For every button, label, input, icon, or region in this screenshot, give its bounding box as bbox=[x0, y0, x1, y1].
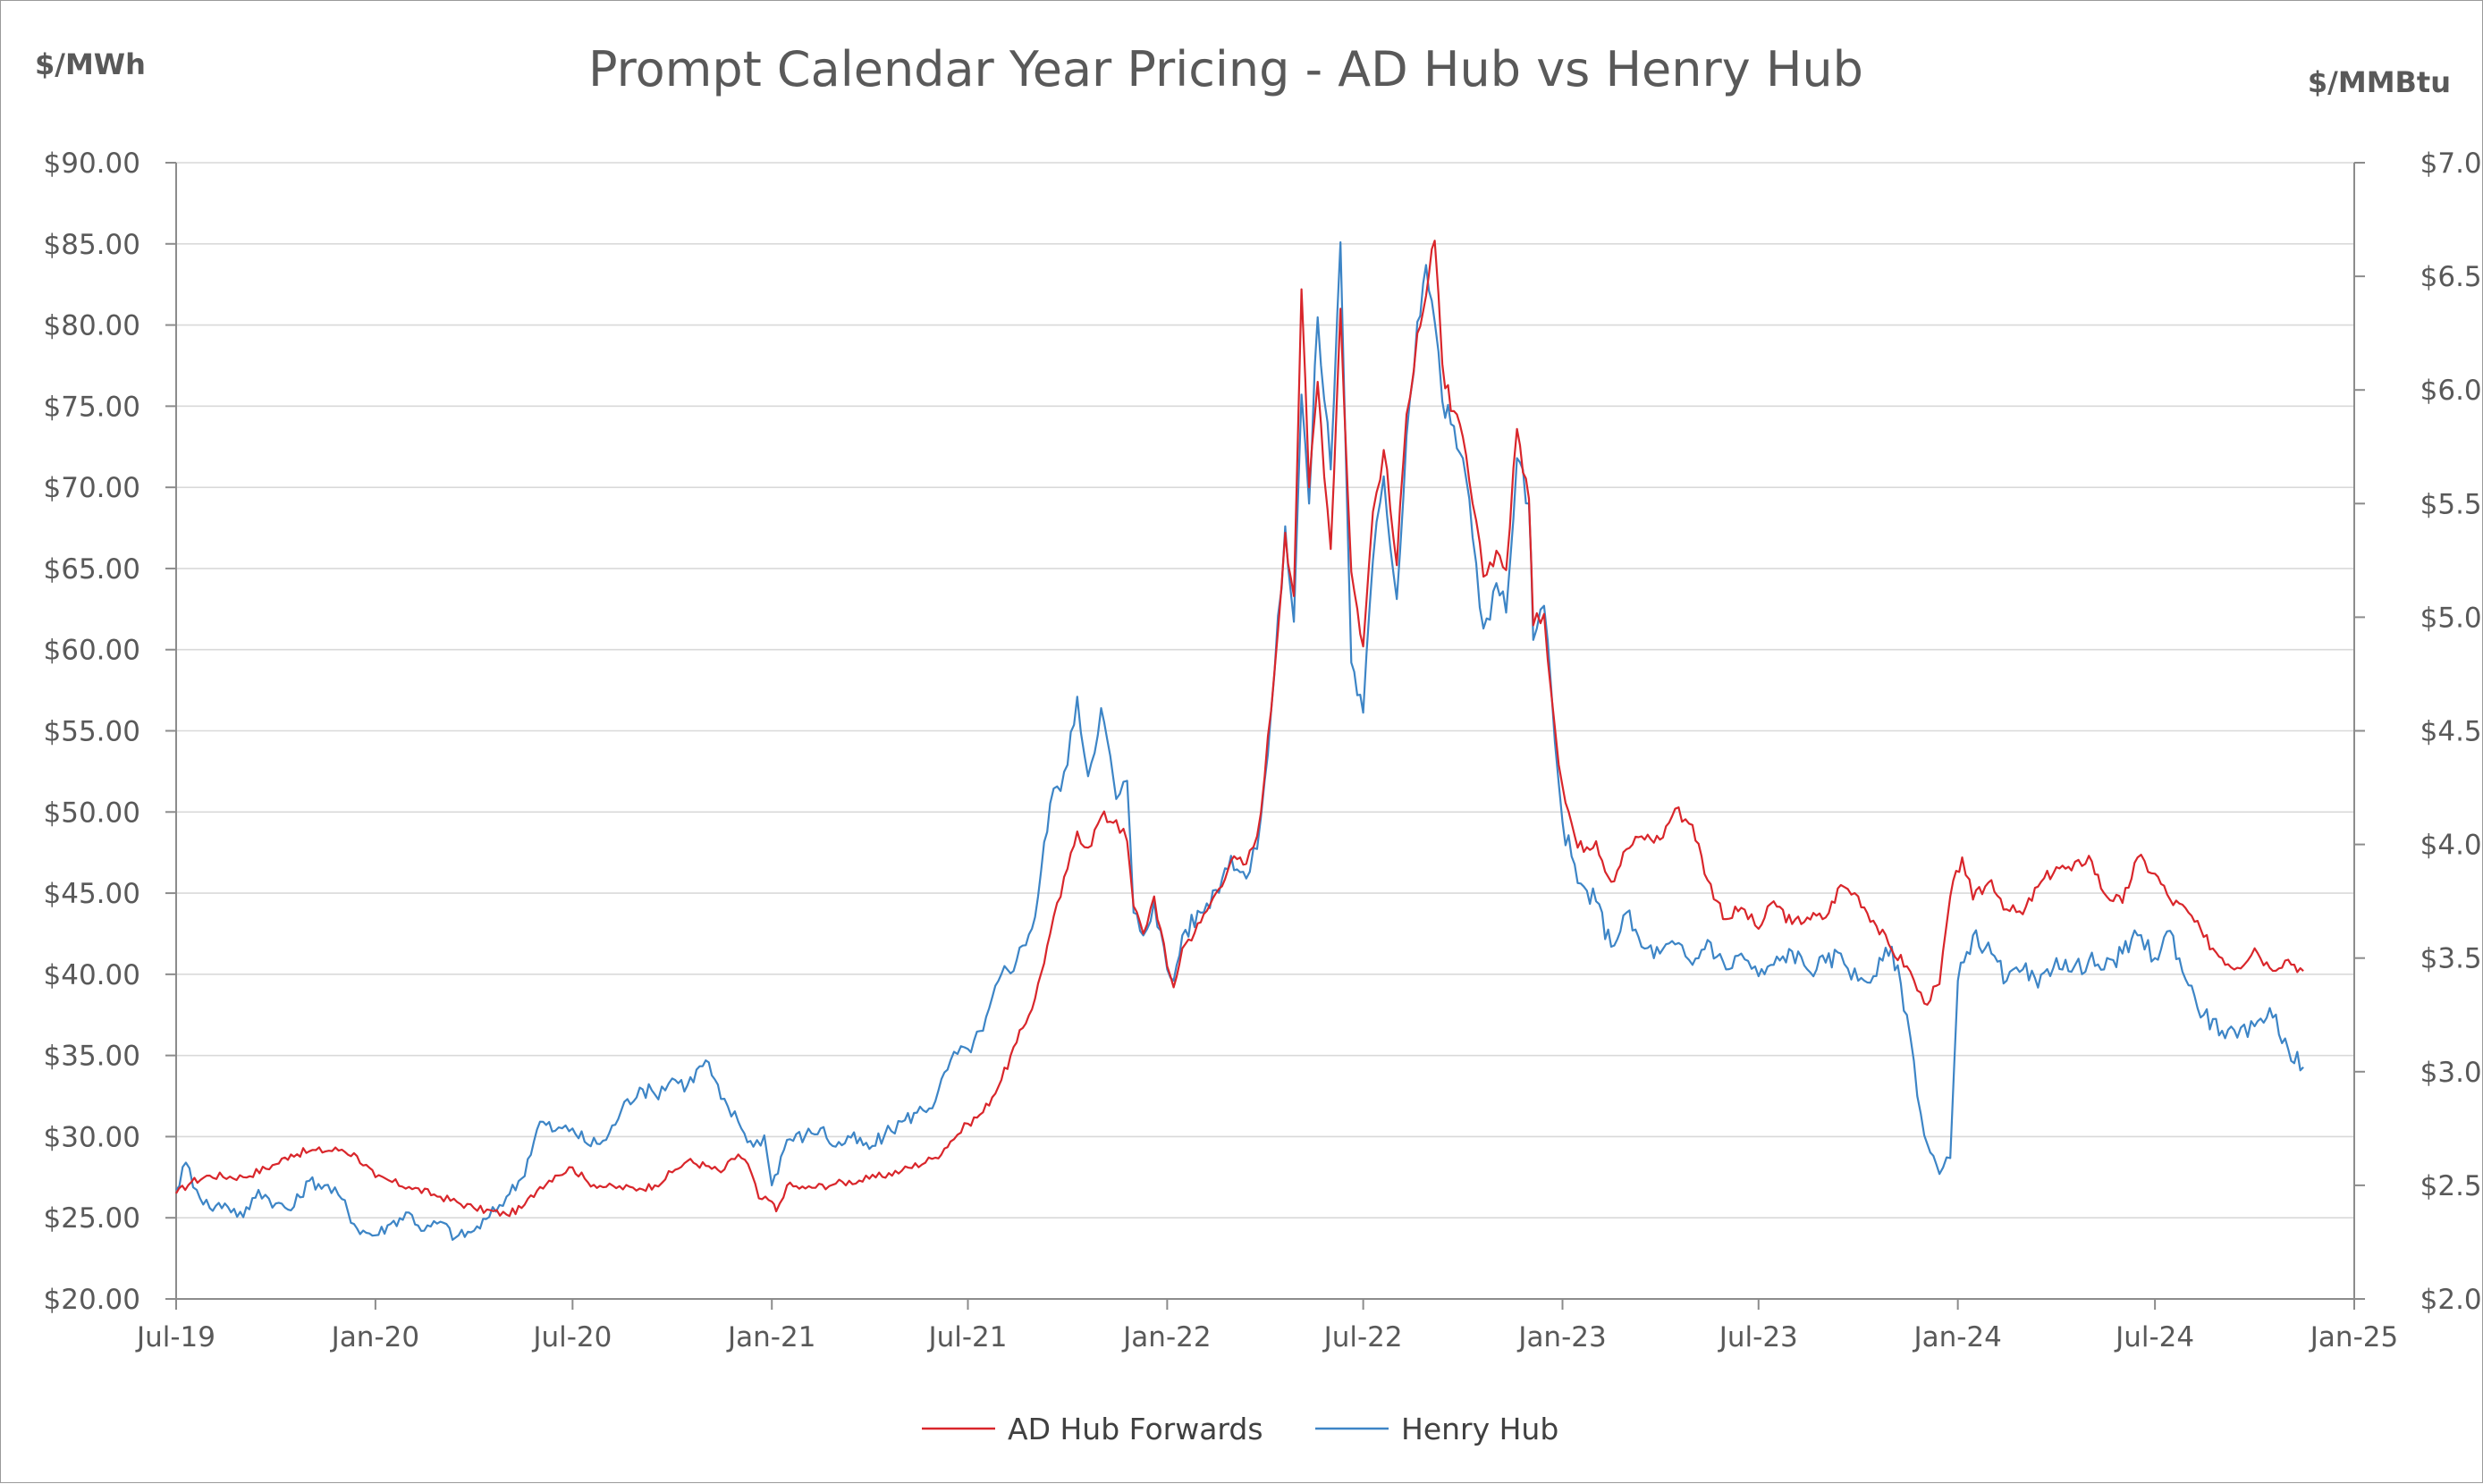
x-tick-labels: Jul-19 Jan-20 Jul-20 Jan-21 Jul-21 Jan-22 Jul-… bbox=[135, 1321, 2398, 1353]
y-right-tick-label: $2.00 bbox=[2420, 1284, 2483, 1316]
x-tick-label: Jan-25 bbox=[2309, 1321, 2398, 1353]
y-left-tick-label: $90.00 bbox=[44, 148, 140, 180]
y-left-tick-label: $60.00 bbox=[44, 635, 140, 667]
y-right-tick-label: $2.50 bbox=[2420, 1170, 2483, 1202]
x-tick-label: Jul-19 bbox=[135, 1321, 215, 1353]
y-right-tick-label: $3.50 bbox=[2420, 943, 2483, 975]
y-left-tick-labels: $20.00 $25.00 $30.00 $35.00 $40.00 $45.00 $50.… bbox=[44, 148, 140, 1316]
y-right-tick-labels: $2.00 $2.50 $3.00 $3.50 $4.00 $4.50 $5.00 $5.50… bbox=[2420, 148, 2483, 1316]
x-tick-label: Jan-23 bbox=[1516, 1321, 1606, 1353]
x-tick-label: Jul-24 bbox=[2114, 1321, 2194, 1353]
series-lines bbox=[175, 240, 2304, 1241]
y-right-tick-label: $6.50 bbox=[2420, 261, 2483, 293]
y-right-tick-label: $5.50 bbox=[2420, 488, 2483, 520]
x-tick-label: Jan-20 bbox=[330, 1321, 419, 1353]
y-right-tick-label: $3.00 bbox=[2420, 1057, 2483, 1089]
x-tick-label: Jan-24 bbox=[1912, 1321, 2001, 1353]
y-left-tick-label: $85.00 bbox=[44, 229, 140, 261]
y-left-tick-label: $65.00 bbox=[44, 553, 140, 586]
legend-label-ad-hub: AD Hub Forwards bbox=[1008, 1412, 1263, 1446]
y-left-tick-label: $20.00 bbox=[44, 1284, 140, 1316]
x-tick-label: Jul-22 bbox=[1322, 1321, 1403, 1353]
y-left-unit-label: $/MWh bbox=[35, 47, 146, 81]
chart-title: Prompt Calendar Year Pricing - AD Hub vs… bbox=[588, 41, 1863, 97]
y-left-tick-label: $80.00 bbox=[44, 310, 140, 342]
y-right-tick-label: $4.00 bbox=[2420, 830, 2483, 862]
x-tick-label: Jan-22 bbox=[1121, 1321, 1211, 1353]
y-left-tick-label: $40.00 bbox=[44, 959, 140, 991]
gridlines bbox=[176, 162, 2354, 1219]
y-left-tick-label: $55.00 bbox=[44, 716, 140, 748]
axes bbox=[165, 162, 2365, 1310]
legend: AD Hub Forwards Henry Hub bbox=[922, 1412, 1558, 1446]
y-left-tick-label: $45.00 bbox=[44, 878, 140, 910]
x-tick-label: Jul-21 bbox=[926, 1321, 1007, 1353]
x-tick-label: Jul-23 bbox=[1718, 1321, 1798, 1353]
y-right-tick-label: $7.00 bbox=[2420, 148, 2483, 180]
series-line-ad-hub-forwards bbox=[175, 240, 2304, 1218]
x-tick-label: Jan-21 bbox=[726, 1321, 815, 1353]
y-left-tick-label: $25.00 bbox=[44, 1202, 140, 1235]
y-left-tick-label: $75.00 bbox=[44, 391, 140, 423]
y-left-tick-label: $30.00 bbox=[44, 1121, 140, 1153]
y-right-unit-label: $/MMBtu bbox=[2308, 65, 2451, 99]
series-line-henry-hub bbox=[175, 240, 2304, 1241]
legend-label-henry-hub: Henry Hub bbox=[1401, 1412, 1558, 1446]
x-tick-label: Jul-20 bbox=[531, 1321, 612, 1353]
y-right-tick-label: $4.50 bbox=[2420, 716, 2483, 748]
y-left-tick-label: $70.00 bbox=[44, 472, 140, 504]
y-left-tick-label: $35.00 bbox=[44, 1041, 140, 1073]
y-left-tick-label: $50.00 bbox=[44, 797, 140, 829]
y-right-tick-label: $5.00 bbox=[2420, 602, 2483, 634]
y-right-tick-label: $6.00 bbox=[2420, 375, 2483, 407]
